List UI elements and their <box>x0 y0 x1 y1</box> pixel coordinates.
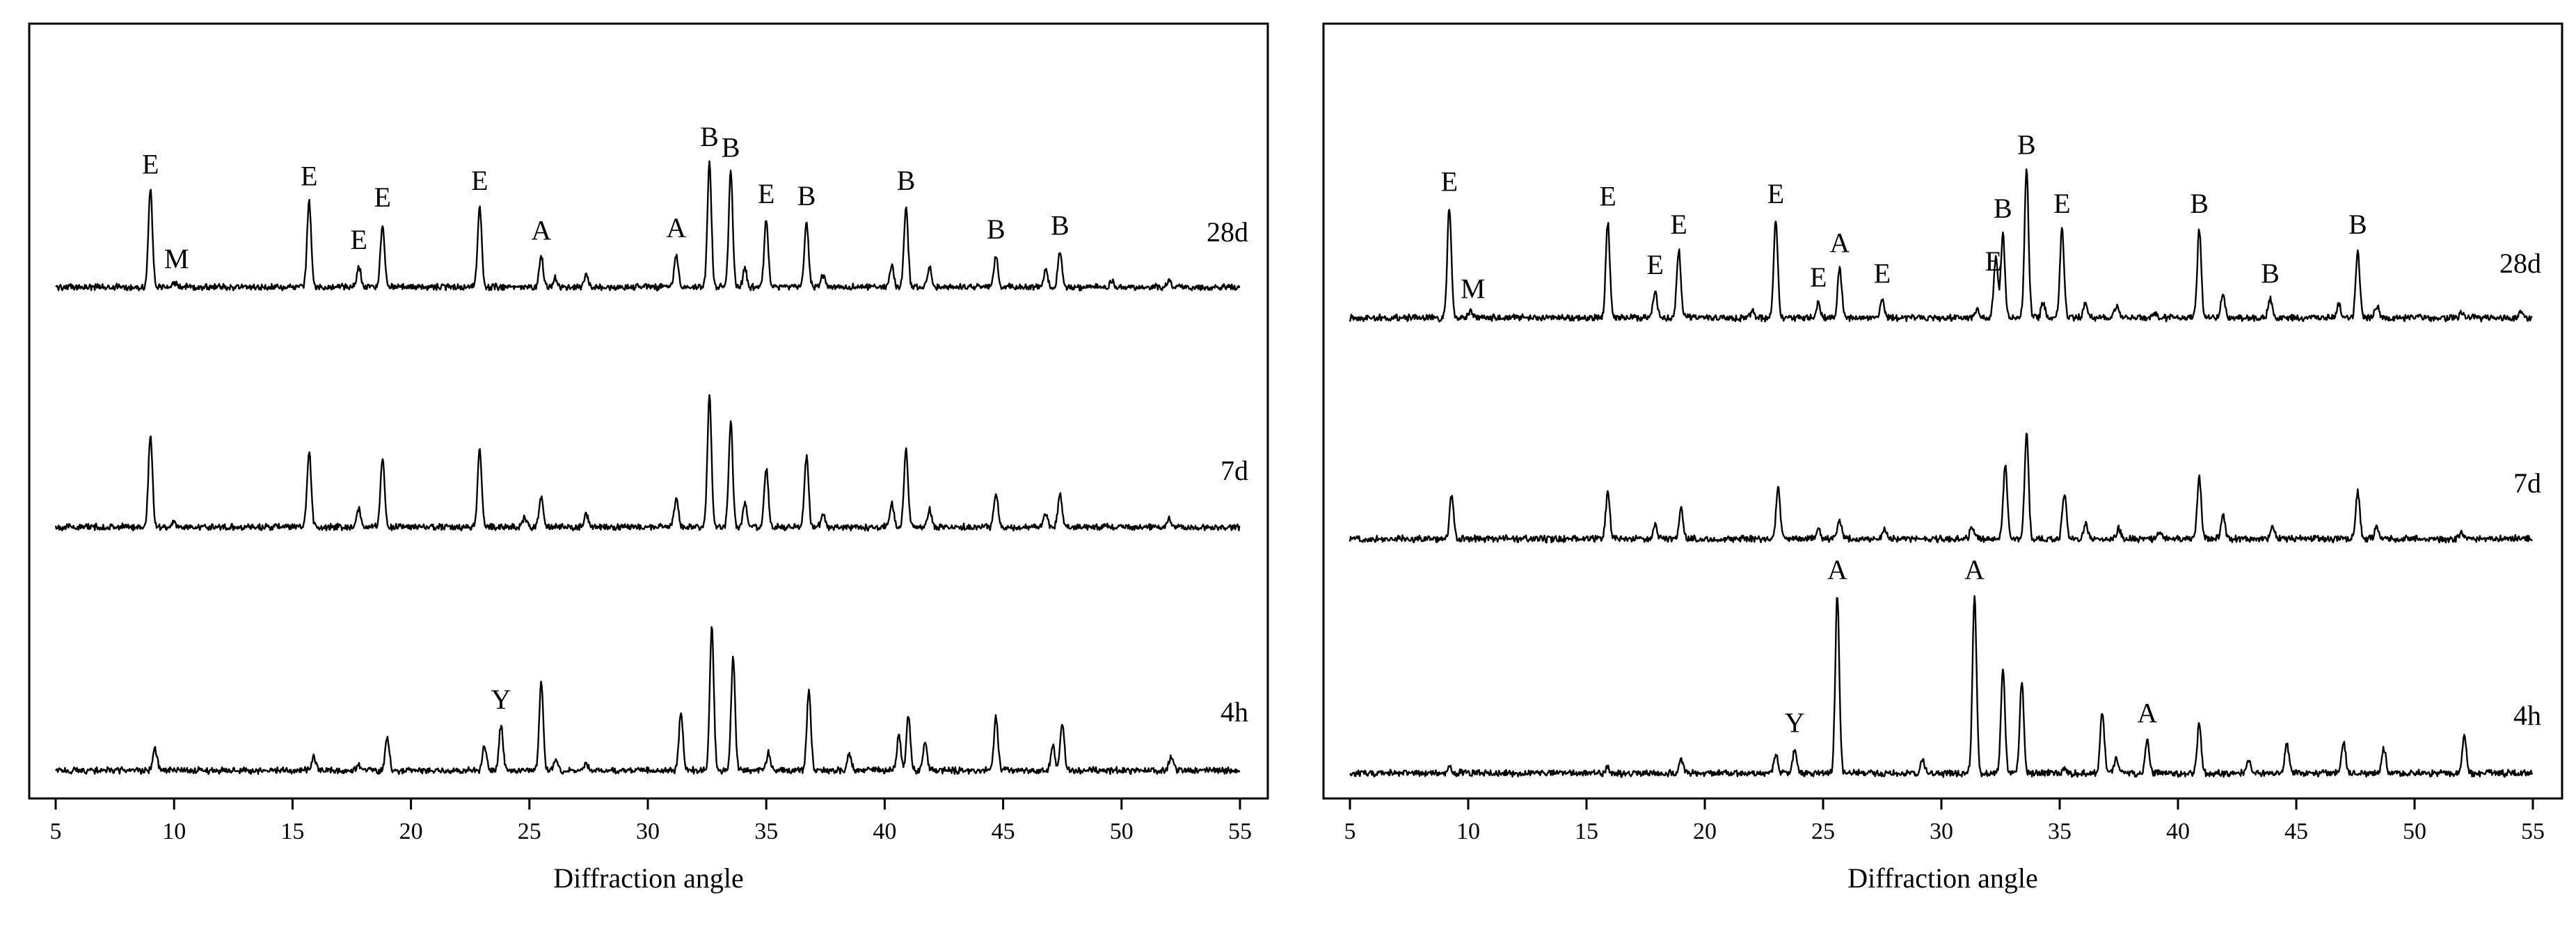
peak-label: E <box>374 182 391 213</box>
peak-label: E <box>1670 209 1687 240</box>
peak-label: B <box>1051 210 1070 241</box>
peak-label: E <box>1810 262 1827 293</box>
x-tick-label: 35 <box>754 819 778 844</box>
xrd-trace-28d <box>1349 168 2533 323</box>
peak-label: B <box>987 214 1005 245</box>
x-tick-label: 50 <box>1110 819 1134 844</box>
peak-label: E <box>301 160 317 191</box>
curve-label-4h: 4h <box>2513 700 2541 731</box>
x-tick-label: 10 <box>162 819 186 844</box>
curve-label-28d: 28d <box>1207 216 1248 248</box>
peak-label: B <box>797 180 816 211</box>
peak-label: B <box>1994 193 2012 224</box>
peak-label: A <box>1829 227 1850 259</box>
peak-label: M <box>164 243 189 274</box>
plot-frame <box>1322 22 2563 800</box>
x-tick-label: 35 <box>2048 819 2072 844</box>
xrd-trace-7d <box>1349 433 2534 544</box>
peak-label: E <box>1441 166 1458 198</box>
peak-label: E <box>758 178 774 209</box>
peak-label: E <box>1874 258 1891 289</box>
peak-label: B <box>2190 188 2209 219</box>
peak-label: M <box>1461 273 1486 305</box>
peak-label: B <box>700 121 719 152</box>
x-tick-label: 10 <box>1456 819 1480 844</box>
peak-label: E <box>2053 188 2070 219</box>
x-tick-label: 55 <box>1228 819 1252 844</box>
peak-label: E <box>1599 181 1616 212</box>
peak-label: E <box>471 165 488 196</box>
x-tick-label: 25 <box>518 819 541 844</box>
peak-label: B <box>2017 129 2036 161</box>
peak-label: B <box>2348 209 2367 240</box>
x-tick-label: 50 <box>2403 819 2426 844</box>
x-tick-label: 40 <box>2166 819 2190 844</box>
peak-label: E <box>350 224 367 255</box>
peak-label: Y <box>491 684 511 715</box>
xrd-trace-4h <box>55 626 1241 776</box>
curve-label-7d: 7d <box>2513 467 2541 499</box>
xrd-trace-4h <box>1349 595 2534 778</box>
peak-label: B <box>722 132 740 163</box>
peak-label: B <box>2261 258 2280 289</box>
xrd-trace-28d <box>55 160 1241 291</box>
xrd-trace-7d <box>54 394 1241 532</box>
peak-label: A <box>2137 697 2157 728</box>
x-tick-label: 5 <box>1344 819 1356 844</box>
peak-label: A <box>666 212 686 243</box>
plot-frame <box>28 22 1269 800</box>
peak-label: A <box>1964 554 1985 586</box>
peak-label: A <box>1827 554 1847 586</box>
peak-label: E <box>1985 246 2002 277</box>
x-axis-title: Diffraction angle <box>553 862 744 894</box>
peak-label: B <box>897 165 916 196</box>
x-tick-label: 20 <box>399 819 423 844</box>
curve-label-7d: 7d <box>1221 455 1248 486</box>
peak-label: E <box>142 148 159 179</box>
x-tick-label: 40 <box>873 819 896 844</box>
curve-label-4h: 4h <box>1221 696 1248 728</box>
x-tick-label: 55 <box>2521 819 2545 844</box>
x-tick-label: 45 <box>2284 819 2308 844</box>
x-tick-label: 25 <box>1811 819 1835 844</box>
left-xrd-panel: 5 10 15 20 25 30 35 40 45 50 55 Diffraction angle 28… <box>28 22 1269 894</box>
x-axis-title: Diffraction angle <box>1847 862 2038 894</box>
x-tick-label: 15 <box>1575 819 1598 844</box>
x-tick-label: 45 <box>992 819 1015 844</box>
x-tick-label: 5 <box>50 819 62 844</box>
x-tick-label: 30 <box>636 819 660 844</box>
x-tick-label: 15 <box>280 819 304 844</box>
right-xrd-panel: 5 10 15 20 25 30 35 40 45 50 55 Diffraction angle 28… <box>1322 22 2563 894</box>
x-tick-label: 20 <box>1693 819 1717 844</box>
peak-label: Y <box>1785 707 1805 739</box>
peak-label: E <box>1767 178 1784 209</box>
x-tick-label: 30 <box>1930 819 1953 844</box>
curve-label-28d: 28d <box>2499 248 2541 279</box>
peak-label: E <box>1646 249 1663 280</box>
peak-label: A <box>531 215 551 246</box>
